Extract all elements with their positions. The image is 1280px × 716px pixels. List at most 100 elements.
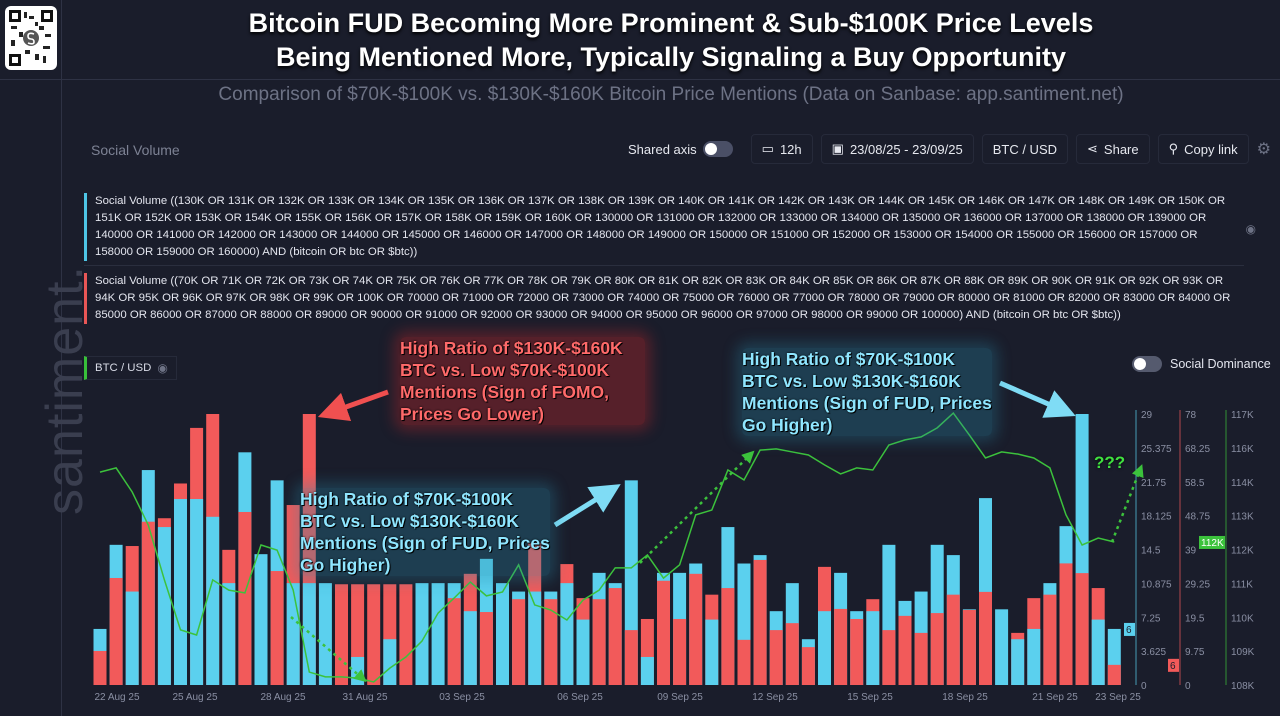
bar-red [737,639,751,685]
share-label: Share [1103,141,1139,157]
share-button[interactable]: ⋖ Share [1076,134,1150,164]
social-dominance-toggle[interactable]: Social Dominance [1132,356,1271,372]
annotation-fomo: High Ratio of $130K-$160K BTC vs. Low $7… [400,337,645,425]
blue-axis-tick: 29 [1141,410,1153,421]
legend-blue-text: Social Volume ((130K OR 131K OR 132K OR … [95,195,1226,258]
settings-gear-icon[interactable]: ⚙ [1256,141,1271,158]
bar-blue [383,639,397,685]
green-axis-tick: 110K [1231,613,1254,624]
bar-blue [640,656,654,685]
bar-red [914,632,928,685]
bar-blue [222,583,236,685]
eye-icon[interactable]: ◉ [1245,222,1256,236]
date-range-label: 23/08/25 - 23/09/25 [849,141,963,157]
x-axis-tick: 28 Aug 25 [260,692,305,703]
pair-button[interactable]: BTC / USD [981,134,1069,164]
panel-label: Social Volume [91,142,180,158]
green-axis-tick: 108K [1231,681,1255,692]
green-axis-tick: 116K [1231,444,1254,455]
x-axis-tick: 18 Sep 25 [942,692,988,703]
toggle-switch[interactable] [1132,356,1162,372]
interval-button[interactable]: ▭ 12h [750,134,813,164]
date-range-button[interactable]: ▣ 23/08/25 - 23/09/25 [820,134,974,164]
bar-red [479,612,493,685]
btc-price-line [99,411,1115,683]
x-axis-tick: 15 Sep 25 [847,692,893,703]
red-axis-tick: 9.75 [1185,647,1205,658]
bar-red [1075,573,1089,685]
shared-axis-toggle[interactable]: Shared axis [618,134,743,164]
blue-arrow-1 [553,484,621,528]
eye-icon[interactable]: ◉ [157,361,168,375]
legend-btc-usd[interactable]: BTC / USD ◉ [84,356,177,380]
bar-red [962,609,976,685]
bar-blue [1011,639,1025,685]
bar-red [270,571,284,685]
red-axis-tick: 29.25 [1185,579,1210,590]
bar-blue [866,611,880,685]
red-axis-tick: 19.5 [1185,613,1205,624]
bar-red [689,573,703,685]
x-axis-tick: 06 Sep 25 [557,692,603,703]
copy-link-label: Copy link [1184,141,1238,157]
page-subtitle: Comparison of $70K-$100K vs. $130K-$160K… [218,84,1124,105]
green-axis-tick: 109K [1231,647,1255,658]
legend-red-text: Social Volume ((70K OR 71K OR 72K OR 73K… [95,275,1231,321]
green-last-value-badge [1199,535,1225,549]
toolbar: Shared axis ▭ 12h ▣ 23/08/25 - 23/09/25 … [618,134,1271,164]
bar-blue [157,527,171,685]
annotation-question: ??? [1094,453,1126,472]
page-title: Bitcoin FUD Becoming More Prominent & Su… [62,6,1280,74]
legend-blue-series[interactable]: Social Volume ((130K OR 131K OR 132K OR … [84,193,1256,261]
x-axis-tick: 23 Sep 25 [1095,692,1141,703]
green-dotted-arrow-1 [290,616,367,683]
bar-red [785,623,799,685]
toggle-switch[interactable] [702,141,733,157]
bar-red [898,615,912,685]
bar-red [721,588,735,685]
bar-red [673,618,687,685]
qr-code [5,6,57,70]
red-axis-tick: 58.5 [1185,478,1205,489]
bar-red [608,588,622,685]
blue-axis-tick: 3.625 [1141,647,1166,658]
title-line-2: Being Mentioned More, Typically Signalin… [275,42,1067,72]
bar-blue [190,499,204,685]
x-axis-tick: 25 Aug 25 [172,692,217,703]
shared-axis-label: Shared axis [628,141,697,157]
x-axis-tick: 22 Aug 25 [94,692,139,703]
bar-red [399,584,413,685]
legend-divider [84,265,1244,266]
green-axis-tick: 113K [1231,512,1254,523]
bar-blue [302,583,316,685]
bar-red [335,584,348,685]
bar-blue [254,554,268,685]
red-last-value-label: 6 [1170,661,1176,672]
social-dominance-label: Social Dominance [1170,357,1271,371]
bar-blue [818,611,831,685]
blue-axis-tick: 18.125 [1141,512,1172,523]
bar-blue [705,619,719,685]
green-dotted-arrow-3 [1110,464,1144,543]
bar-red [657,580,670,685]
bar-red [979,591,992,685]
bar-blue [351,656,365,685]
bar-blue [318,583,332,685]
bar-blue [496,583,509,685]
blue-axis-tick: 0 [1141,681,1147,692]
bar-red [512,599,526,685]
blue-last-value-label: 6 [1126,625,1132,636]
green-axis-tick: 117K [1231,410,1254,421]
annotation-fud-1: High Ratio of $70K-$100K BTC vs. Low $13… [300,488,550,576]
bar-red [624,630,638,685]
red-axis-tick: 0 [1185,681,1191,692]
green-axis-tick: 111K [1231,579,1253,590]
bar-blue [415,583,429,685]
legend-red-series[interactable]: Social Volume ((70K OR 71K OR 72K OR 73K… [84,273,1234,324]
bar-red [882,630,896,685]
blue-axis-tick: 14.5 [1141,546,1161,557]
qr-code-icon [9,10,53,66]
blue-axis-tick: 21.75 [1141,478,1166,489]
copy-link-button[interactable]: ⚲ Copy link [1157,134,1249,164]
